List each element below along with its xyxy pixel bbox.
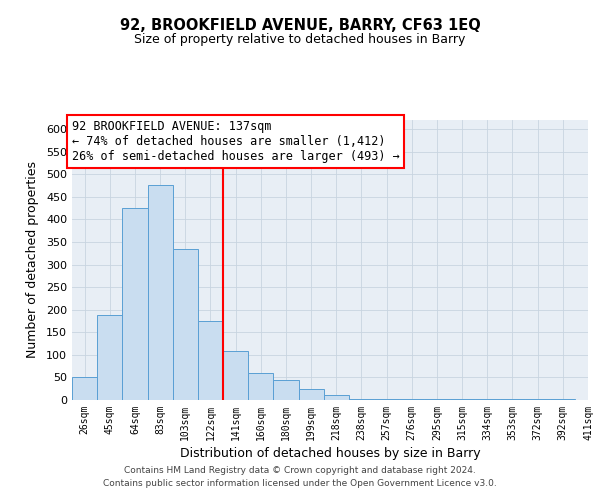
Bar [525, 398, 550, 400]
Bar [324, 394, 349, 400]
Text: 92, BROOKFIELD AVENUE, BARRY, CF63 1EQ: 92, BROOKFIELD AVENUE, BARRY, CF63 1EQ [119, 18, 481, 32]
Bar [424, 399, 449, 400]
Text: 92 BROOKFIELD AVENUE: 137sqm
← 74% of detached houses are smaller (1,412)
26% of: 92 BROOKFIELD AVENUE: 137sqm ← 74% of de… [72, 120, 400, 163]
Bar [399, 398, 424, 400]
Bar [299, 388, 324, 400]
Bar [72, 378, 97, 400]
Bar [500, 398, 525, 400]
Bar [374, 398, 399, 400]
Bar [223, 351, 248, 400]
Bar [449, 398, 475, 400]
Text: Contains HM Land Registry data © Crown copyright and database right 2024.
Contai: Contains HM Land Registry data © Crown c… [103, 466, 497, 487]
X-axis label: Distribution of detached houses by size in Barry: Distribution of detached houses by size … [179, 447, 481, 460]
Bar [475, 399, 500, 400]
Bar [173, 248, 198, 400]
Bar [248, 373, 274, 400]
Bar [349, 398, 374, 400]
Bar [198, 321, 223, 400]
Text: Size of property relative to detached houses in Barry: Size of property relative to detached ho… [134, 32, 466, 46]
Bar [148, 186, 173, 400]
Bar [550, 398, 575, 400]
Bar [274, 380, 299, 400]
Bar [122, 208, 148, 400]
Y-axis label: Number of detached properties: Number of detached properties [26, 162, 39, 358]
Bar [97, 315, 122, 400]
